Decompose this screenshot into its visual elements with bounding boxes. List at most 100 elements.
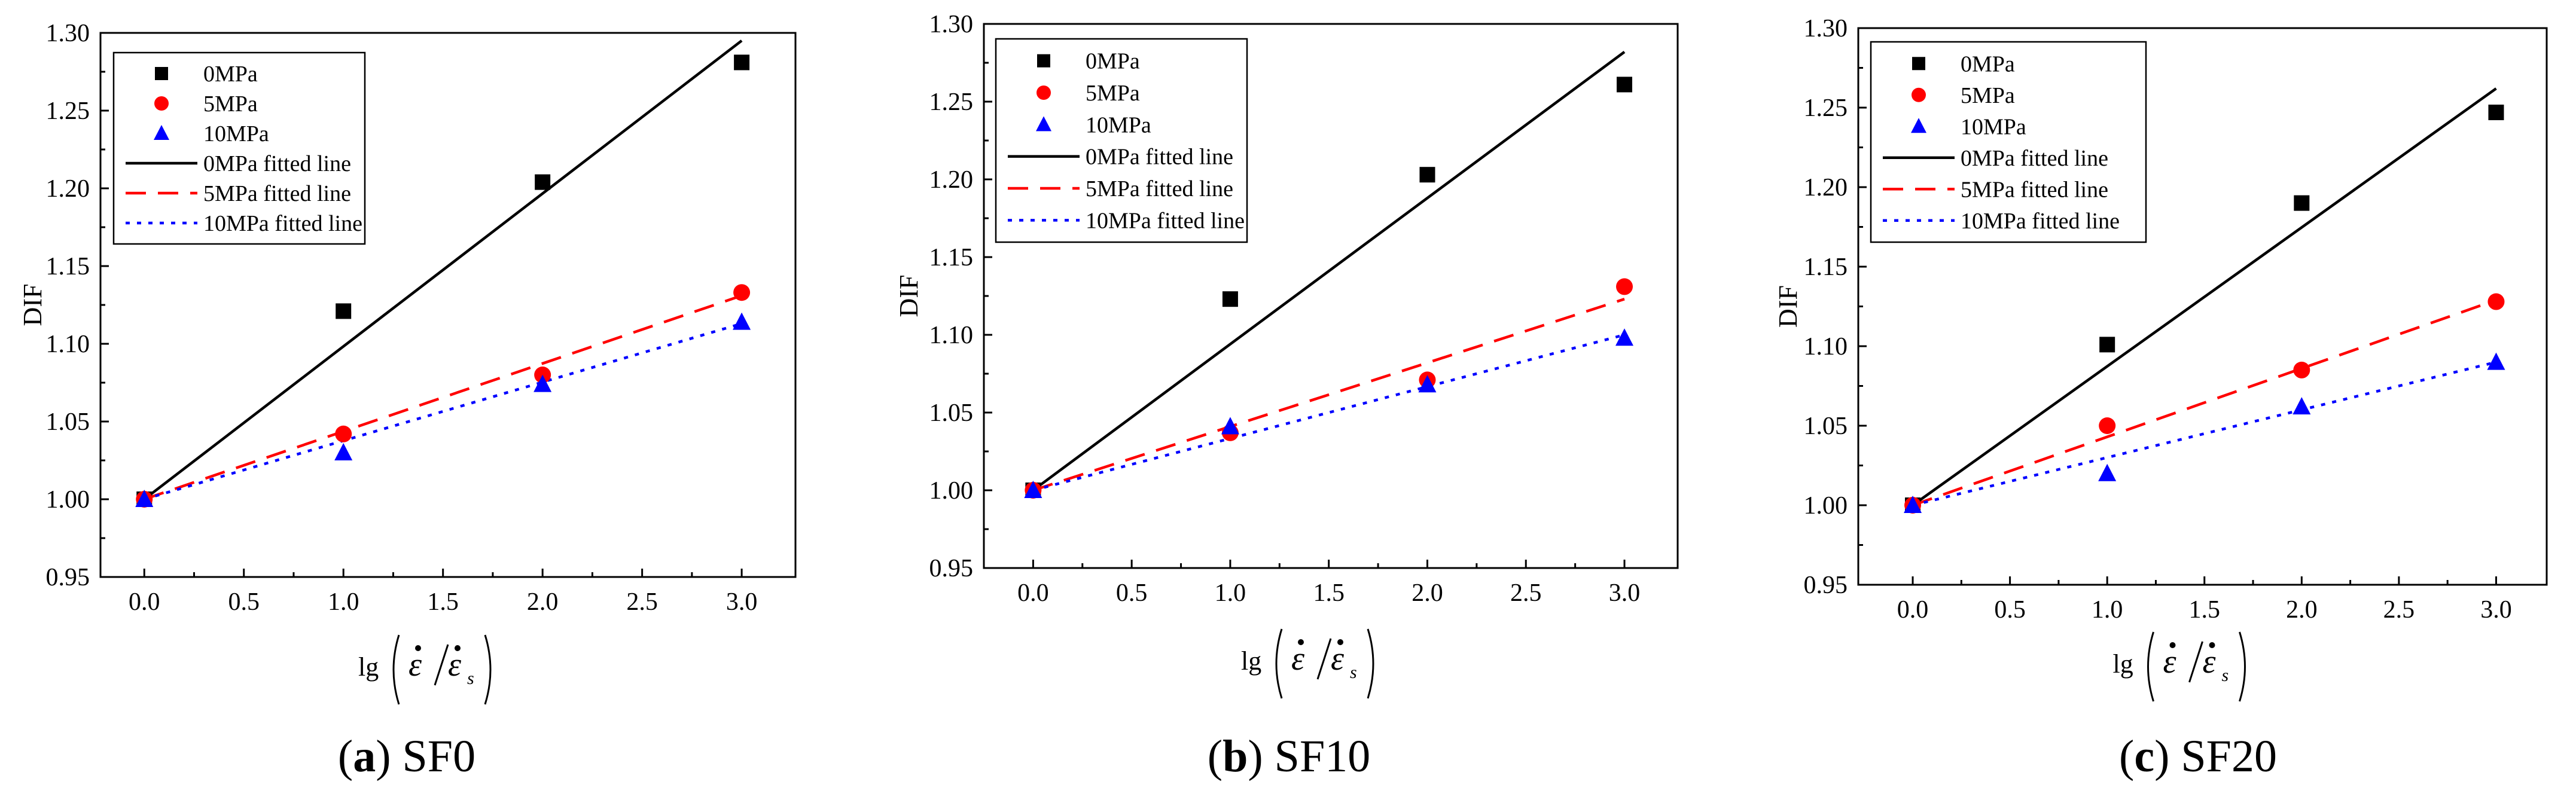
legend-label: 5MPa	[203, 91, 258, 117]
data-point-0mpa	[734, 54, 750, 71]
dot-icon	[455, 645, 461, 651]
data-point-10mpa	[534, 374, 552, 392]
x-tick-label: 2.0	[527, 588, 559, 616]
legend-marker-5mpa	[154, 96, 169, 111]
data-point-10mpa	[135, 490, 154, 507]
right-paren-icon	[484, 634, 492, 705]
chart-panel-b: 0.95 1.00 1.05 1.10 1.15 1.20 1.25 1.30 0.0 0.5 1.…	[894, 11, 1679, 781]
legend-label: 10MPa	[203, 121, 269, 146]
data-point-10mpa	[334, 443, 353, 460]
caption-close: )	[1248, 731, 1263, 781]
x-tick-label: 2.5	[2383, 596, 2415, 624]
left-paren-icon	[2147, 631, 2154, 702]
x-tick-label: 0.0	[1017, 579, 1049, 607]
dot-icon	[2169, 642, 2176, 648]
legend: 0MPa 5MPa 10MPa 0MPa fitted line 5MPa fitted…	[1870, 41, 2147, 243]
caption-letter: b	[1223, 731, 1248, 781]
left-paren-icon	[392, 634, 400, 705]
legend-label: 5MPa fitted line	[1086, 176, 1233, 201]
y-tick-label: 1.15	[1804, 254, 1848, 281]
y-tick-label: 1.00	[46, 486, 90, 514]
legend-box	[1870, 41, 2147, 243]
y-tick-label: 1.05	[46, 408, 90, 436]
data-point-0mpa	[1617, 77, 1633, 93]
y-tick-label: 1.00	[929, 477, 974, 505]
data-point-0mpa	[2294, 195, 2310, 211]
right-paren-icon	[1367, 628, 1374, 699]
legend-label: 10MPa fitted line	[1086, 208, 1245, 233]
legend-box	[995, 38, 1248, 243]
data-point-5mpa	[2099, 417, 2116, 434]
caption-open: (	[1208, 731, 1223, 781]
fit-line-5mpa-fitted-line	[1032, 298, 1625, 492]
y-axis-label: DIF	[894, 275, 923, 317]
y-axis-label: DIF	[1773, 285, 1803, 328]
x-label-subscript: s	[1350, 662, 1357, 682]
legend-label: 0MPa fitted line	[1086, 145, 1233, 170]
caption-name: SF10	[1263, 731, 1371, 781]
fit-line-5mpa-fitted-line	[144, 294, 742, 501]
data-point-0mpa	[2488, 104, 2504, 120]
legend-label: 5MPa	[1086, 81, 1140, 106]
y-tick-label: 1.15	[929, 244, 974, 271]
caption-open: (	[2119, 731, 2134, 781]
x-label-epsilon: ε	[1291, 640, 1305, 677]
x-label-lg: lg	[358, 652, 379, 682]
y-tick-label: 1.25	[46, 97, 90, 125]
x-label-lg: lg	[1241, 646, 1261, 676]
caption-letter: a	[353, 731, 376, 781]
caption-close: )	[376, 731, 391, 781]
x-tick-label: 3.0	[726, 588, 758, 616]
y-tick-label: 1.10	[929, 322, 974, 349]
x-tick-label: 2.5	[626, 588, 658, 616]
legend: 0MPa 5MPa 10MPa 0MPa fitted line 5MPa fitted…	[112, 51, 366, 245]
data-point-5mpa	[733, 284, 751, 301]
slash-icon	[1316, 638, 1332, 680]
x-tick-label: 3.0	[1609, 579, 1641, 607]
legend-label: 0MPa	[203, 62, 258, 87]
slash-icon	[2188, 641, 2203, 683]
x-tick-label: 0.5	[1994, 596, 2026, 624]
x-axis-label: lg ε ε s	[2113, 631, 2246, 702]
x-label-epsilon-s: ε	[448, 646, 462, 683]
dot-icon	[415, 645, 421, 651]
x-tick-label: 1.5	[1313, 579, 1345, 607]
y-tick-label: 1.05	[1804, 413, 1848, 440]
legend-label: 10MPa	[1086, 112, 1151, 138]
x-tick-label: 1.0	[328, 588, 359, 616]
panel-caption: (a) SF0	[338, 731, 475, 781]
data-point-5mpa	[335, 425, 352, 442]
legend-marker-0mpa	[155, 67, 168, 80]
y-tick-label: 1.20	[1804, 174, 1848, 201]
x-label-subscript: s	[2222, 665, 2229, 685]
legend-box	[112, 51, 366, 245]
x-label-epsilon-s: ε	[2203, 643, 2217, 680]
fit-line-0mpa-fitted-line	[143, 39, 743, 500]
y-tick-label: 1.30	[1804, 15, 1848, 42]
legend: 0MPa 5MPa 10MPa 0MPa fitted line 5MPa fitted…	[995, 38, 1248, 243]
data-point-10mpa	[733, 312, 751, 330]
y-axis-label: DIF	[18, 284, 47, 326]
x-tick-label: 1.0	[1215, 579, 1246, 607]
data-point-5mpa	[2487, 293, 2505, 310]
y-tick-label: 0.95	[46, 564, 90, 591]
legend-label: 10MPa	[1961, 114, 2026, 139]
data-point-0mpa	[535, 174, 551, 190]
x-label-epsilon: ε	[408, 646, 422, 683]
y-tick-label: 1.30	[929, 11, 974, 38]
legend-label: 5MPa fitted line	[203, 181, 351, 206]
y-tick-label: 1.30	[46, 20, 90, 47]
caption-name: SF20	[2169, 731, 2277, 781]
y-tick-label: 0.95	[1804, 572, 1848, 599]
legend-label: 0MPa fitted line	[203, 151, 351, 176]
y-tick-label: 1.20	[46, 175, 90, 203]
data-point-10mpa	[1615, 328, 1634, 346]
x-tick-label: 1.5	[2189, 596, 2221, 624]
x-tick-label: 0.0	[1897, 596, 1929, 624]
legend-label: 0MPa	[1961, 51, 2015, 77]
x-label-epsilon-s: ε	[1331, 640, 1345, 677]
x-axis-label: lg ε ε s	[1241, 628, 1374, 699]
chart-panel-a: 0.95 1.00 1.05 1.10 1.15 1.20 1.25 1.30 0.0 0.5 1.…	[18, 20, 797, 781]
fit-line-5mpa-fitted-line	[1912, 298, 2497, 507]
